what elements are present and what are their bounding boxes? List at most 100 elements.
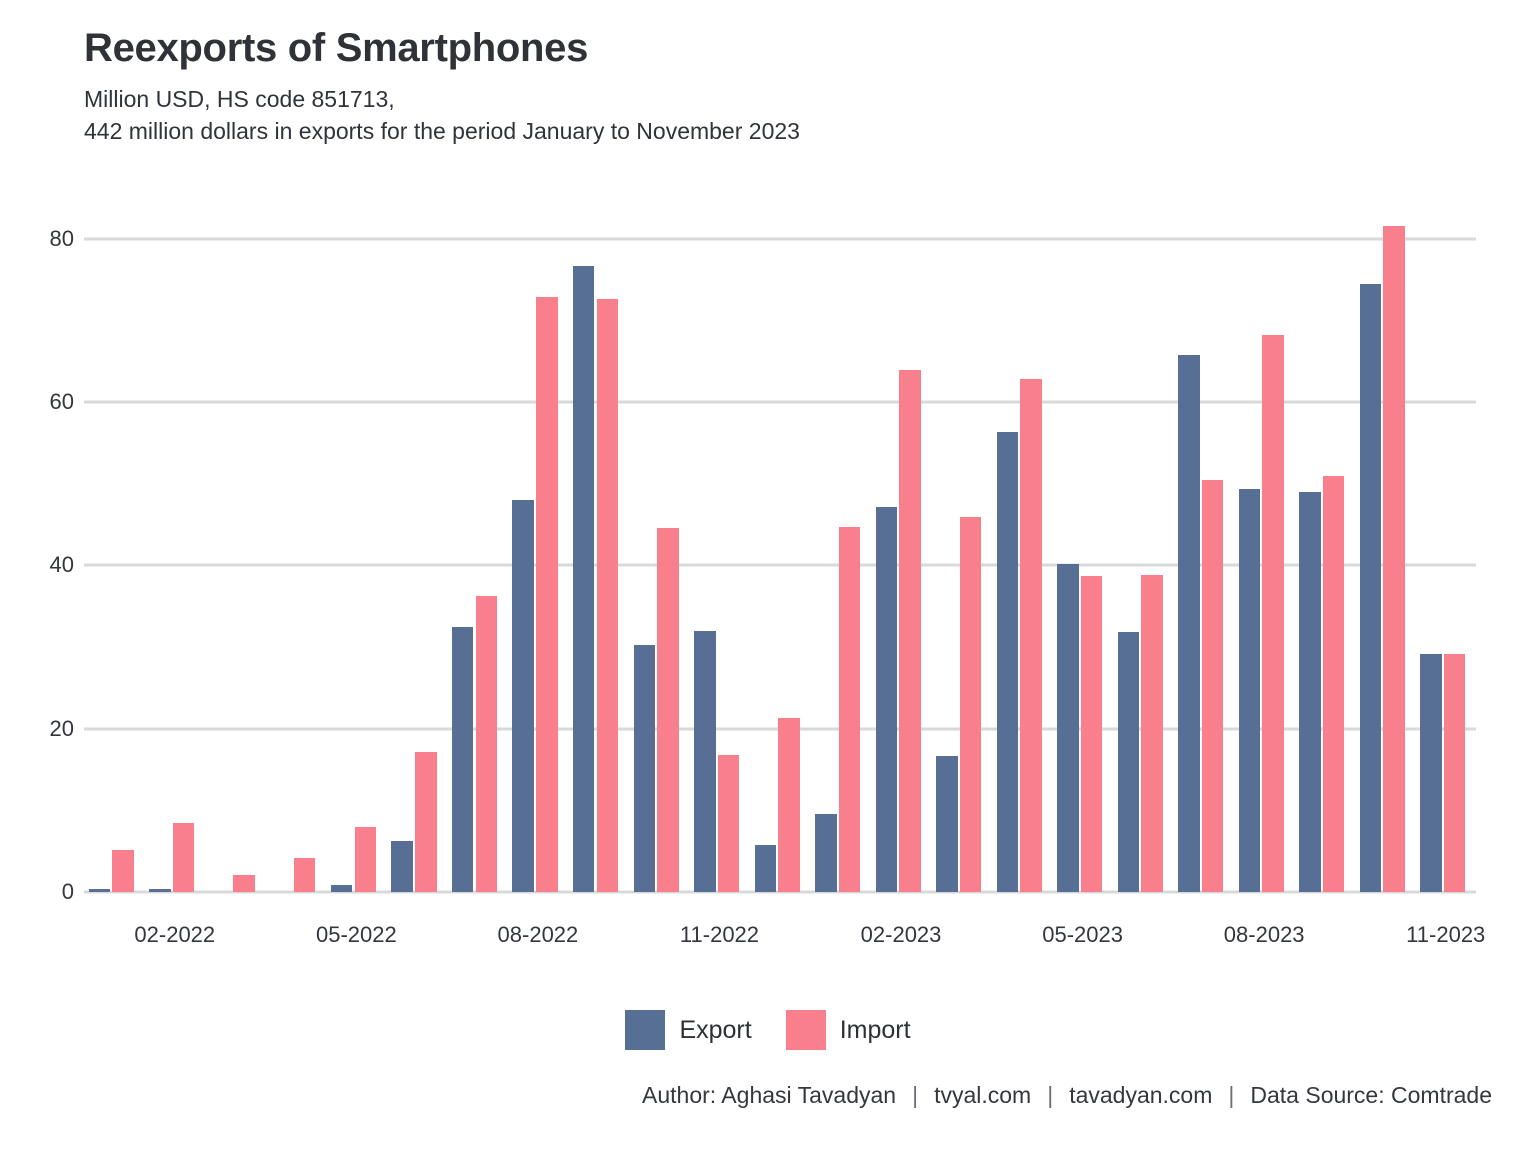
bar-group bbox=[931, 206, 992, 892]
bar-group bbox=[1173, 206, 1234, 892]
bar-group bbox=[266, 206, 327, 892]
bar-export-06-2023[interactable] bbox=[1117, 632, 1140, 892]
bar-import-03-2023[interactable] bbox=[959, 517, 982, 892]
chart-caption: Author: Aghasi Tavadyan | tvyal.com | ta… bbox=[642, 1082, 1492, 1109]
bar-group bbox=[1234, 206, 1295, 892]
bar-export-10-2023[interactable] bbox=[1359, 284, 1382, 892]
bar-export-04-2023[interactable] bbox=[996, 432, 1019, 892]
bar-export-10-2022[interactable] bbox=[633, 644, 655, 892]
bar-export-05-2022[interactable] bbox=[330, 885, 353, 892]
caption-site-tavadyan: tavadyan.com bbox=[1069, 1082, 1213, 1108]
page-title: Reexports of Smartphones bbox=[84, 26, 589, 70]
bar-import-10-2022[interactable] bbox=[657, 527, 679, 892]
y-axis-tick-label: 0 bbox=[61, 879, 74, 904]
bar-import-05-2022[interactable] bbox=[354, 827, 376, 892]
bar-export-01-2023[interactable] bbox=[815, 814, 837, 892]
bar-export-02-2022[interactable] bbox=[149, 889, 171, 892]
bar-export-09-2023[interactable] bbox=[1299, 491, 1321, 892]
bar-import-03-2022[interactable] bbox=[233, 874, 255, 892]
bar-import-12-2022[interactable] bbox=[778, 718, 800, 892]
bar-export-05-2023[interactable] bbox=[1057, 563, 1079, 892]
bar-import-04-2023[interactable] bbox=[1020, 379, 1042, 892]
bar-export-02-2023[interactable] bbox=[875, 507, 898, 892]
gridline bbox=[84, 890, 1476, 894]
y-axis-tick-label: 20 bbox=[49, 715, 74, 741]
gridline bbox=[84, 563, 1476, 567]
bar-import-09-2022[interactable] bbox=[596, 299, 619, 892]
y-axis-tick-label: 60 bbox=[49, 389, 74, 414]
bar-group bbox=[1052, 206, 1113, 892]
bar-import-08-2023[interactable] bbox=[1262, 335, 1284, 892]
legend-item-import[interactable]: Import bbox=[785, 1010, 911, 1050]
bar-group bbox=[568, 206, 629, 892]
x-axis-tick-label: 02-2023 bbox=[860, 922, 942, 947]
caption-author: Author: Aghasi Tavadyan bbox=[642, 1082, 897, 1108]
caption-separator-1: | bbox=[912, 1082, 919, 1108]
bar-import-06-2022[interactable] bbox=[415, 751, 437, 892]
bar-export-11-2023[interactable] bbox=[1420, 654, 1442, 892]
x-axis-tick-label: 08-2022 bbox=[497, 922, 579, 947]
bar-group bbox=[750, 206, 811, 892]
x-axis-tick-label: 02-2022 bbox=[134, 922, 216, 947]
x-axis-tick-label: 08-2023 bbox=[1223, 922, 1305, 947]
gridline bbox=[84, 237, 1476, 241]
bar-export-11-2022[interactable] bbox=[694, 631, 716, 892]
bar-group bbox=[810, 206, 871, 892]
bar-group bbox=[871, 206, 932, 892]
bar-export-03-2023[interactable] bbox=[936, 756, 958, 892]
x-axis: 02-2022 05-2022 08-2022 11-2022 02-2023 05-20… bbox=[84, 906, 1485, 956]
bar-export-09-2022[interactable] bbox=[573, 265, 595, 892]
x-axis-tick-label: 11-2022 bbox=[679, 922, 760, 947]
bar-import-02-2023[interactable] bbox=[899, 370, 921, 892]
caption-site-tvyal: tvyal.com bbox=[934, 1082, 1032, 1108]
chart-legend: Export Import bbox=[0, 1010, 1536, 1050]
x-axis-tick-label: 05-2023 bbox=[1042, 922, 1123, 947]
bar-import-04-2022[interactable] bbox=[294, 857, 316, 892]
bar-group bbox=[1113, 206, 1174, 892]
bar-group bbox=[1415, 206, 1476, 892]
bar-import-11-2023[interactable] bbox=[1443, 653, 1466, 892]
x-axis-tick-label: 05-2022 bbox=[315, 922, 397, 947]
bar-group bbox=[447, 206, 508, 892]
chart-subtitle: Million USD, HS code 851713, 442 million… bbox=[84, 86, 800, 144]
y-axis: 0 20 40 60 80 bbox=[14, 206, 74, 904]
bar-import-08-2022[interactable] bbox=[536, 297, 558, 892]
bar-export-07-2022[interactable] bbox=[451, 626, 474, 892]
bar-import-01-2023[interactable] bbox=[838, 526, 861, 892]
bars-layer bbox=[84, 206, 1476, 892]
bar-group bbox=[992, 206, 1053, 892]
bar-group bbox=[205, 206, 266, 892]
gridline bbox=[84, 400, 1476, 404]
x-axis-tick-label: 11-2023 bbox=[1406, 922, 1486, 947]
bar-group bbox=[1294, 206, 1355, 892]
bar-group bbox=[387, 206, 448, 892]
bar-group bbox=[689, 206, 750, 892]
bar-export-08-2023[interactable] bbox=[1238, 489, 1261, 892]
legend-item-export[interactable]: Export bbox=[625, 1010, 752, 1050]
bar-import-09-2023[interactable] bbox=[1322, 475, 1345, 892]
bar-group bbox=[1355, 206, 1416, 892]
chart-header: Reexports of Smartphones Million USD, HS… bbox=[84, 26, 1384, 147]
bar-group bbox=[84, 206, 145, 892]
y-axis-tick-label: 80 bbox=[49, 225, 74, 251]
bar-export-07-2023[interactable] bbox=[1178, 354, 1200, 892]
bar-import-07-2023[interactable] bbox=[1201, 479, 1224, 892]
bar-import-11-2022[interactable] bbox=[717, 754, 740, 892]
bar-export-01-2022[interactable] bbox=[88, 889, 111, 892]
bar-import-05-2023[interactable] bbox=[1080, 575, 1103, 892]
bar-group bbox=[326, 206, 387, 892]
caption-separator-3: | bbox=[1228, 1082, 1235, 1108]
bar-import-07-2022[interactable] bbox=[475, 596, 498, 892]
bar-import-02-2022[interactable] bbox=[172, 822, 195, 892]
bar-export-12-2022[interactable] bbox=[754, 844, 777, 892]
bar-group bbox=[145, 206, 206, 892]
bar-export-06-2022[interactable] bbox=[391, 841, 413, 892]
y-axis-tick-label: 40 bbox=[49, 552, 74, 578]
bar-export-08-2022[interactable] bbox=[512, 500, 534, 892]
bar-import-01-2022[interactable] bbox=[112, 850, 134, 892]
legend-swatch-import bbox=[785, 1010, 826, 1050]
caption-separator-2: | bbox=[1047, 1082, 1054, 1108]
bar-import-10-2023[interactable] bbox=[1383, 225, 1405, 892]
bar-import-06-2023[interactable] bbox=[1141, 575, 1163, 892]
